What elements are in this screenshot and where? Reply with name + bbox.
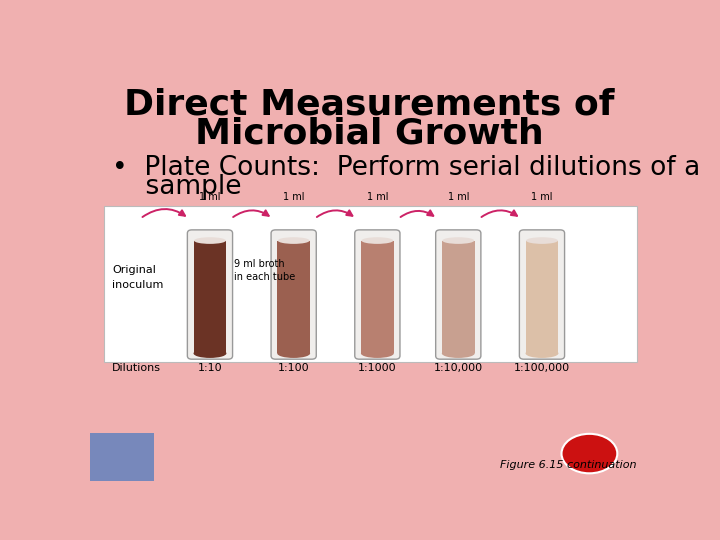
Ellipse shape — [562, 434, 617, 474]
FancyBboxPatch shape — [436, 230, 481, 359]
Text: Microbial Growth: Microbial Growth — [194, 117, 544, 151]
Text: 1 ml: 1 ml — [448, 192, 469, 202]
Text: Direct Measurements of: Direct Measurements of — [124, 87, 614, 122]
Text: 9 ml broth: 9 ml broth — [234, 259, 284, 269]
Ellipse shape — [194, 237, 226, 244]
Bar — [194, 240, 226, 353]
Ellipse shape — [361, 349, 394, 358]
Text: 1 ml: 1 ml — [366, 192, 388, 202]
Text: 1 ml: 1 ml — [199, 192, 221, 202]
Text: inoculum: inoculum — [112, 280, 163, 289]
Text: Figure 6.15 continuation: Figure 6.15 continuation — [500, 460, 637, 470]
Text: 1:1000: 1:1000 — [358, 363, 397, 373]
Bar — [104, 206, 637, 362]
FancyBboxPatch shape — [519, 230, 564, 359]
Text: 1:10,000: 1:10,000 — [433, 363, 483, 373]
Text: 1 ml: 1 ml — [283, 192, 305, 202]
Ellipse shape — [194, 349, 226, 358]
FancyBboxPatch shape — [355, 230, 400, 359]
Text: sample: sample — [112, 174, 242, 200]
Ellipse shape — [526, 237, 558, 244]
Text: 1:100,000: 1:100,000 — [514, 363, 570, 373]
Ellipse shape — [526, 349, 559, 358]
Text: 1 ml: 1 ml — [531, 192, 553, 202]
FancyBboxPatch shape — [271, 230, 316, 359]
Text: Original: Original — [112, 265, 156, 275]
Bar — [361, 240, 394, 353]
Text: 1:10: 1:10 — [198, 363, 222, 373]
Ellipse shape — [277, 349, 310, 358]
Ellipse shape — [361, 237, 393, 244]
Ellipse shape — [442, 237, 474, 244]
Text: Dilutions: Dilutions — [112, 363, 161, 373]
Text: in each tube: in each tube — [234, 272, 295, 282]
Ellipse shape — [278, 237, 310, 244]
Bar — [442, 240, 474, 353]
Bar — [90, 433, 154, 481]
Bar — [526, 240, 559, 353]
Text: •  Plate Counts:  Perform serial dilutions of a: • Plate Counts: Perform serial dilutions… — [112, 155, 701, 181]
Ellipse shape — [442, 349, 474, 358]
Text: 1:100: 1:100 — [278, 363, 310, 373]
Bar — [277, 240, 310, 353]
FancyBboxPatch shape — [187, 230, 233, 359]
